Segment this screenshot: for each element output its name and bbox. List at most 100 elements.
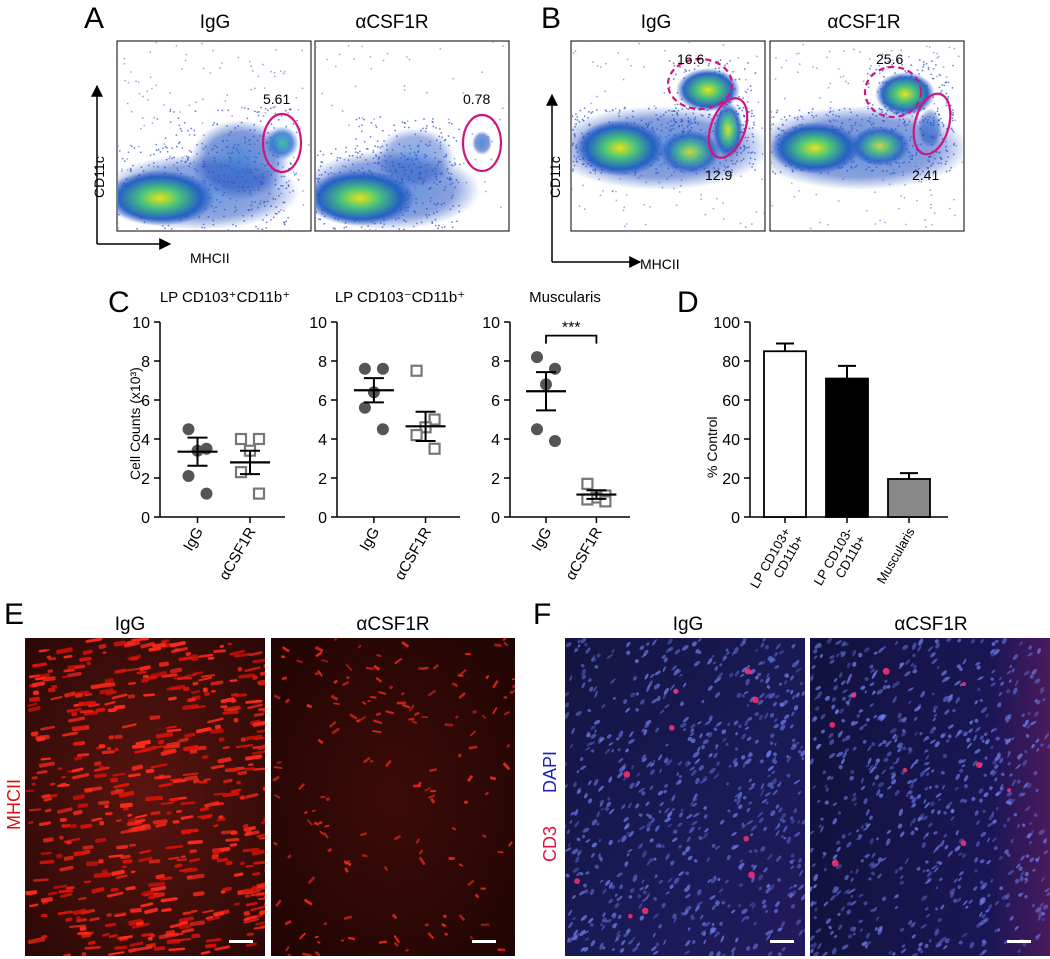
dapi-nucleus	[864, 941, 868, 945]
mhcii-cell	[211, 854, 219, 860]
dapi-nucleus	[738, 883, 743, 887]
dapi-nucleus	[842, 738, 846, 742]
dapi-nucleus	[790, 865, 794, 870]
mhcii-cell	[110, 788, 124, 796]
dapi-nucleus	[876, 689, 884, 695]
dapi-nucleus	[813, 885, 817, 889]
dapi-nucleus	[780, 719, 787, 725]
dapi-nucleus	[894, 738, 898, 743]
dapi-nucleus	[846, 891, 851, 895]
cell-event	[745, 91, 748, 94]
dapi-nucleus	[629, 692, 636, 698]
mhcii-cell	[76, 753, 90, 757]
cell-event	[283, 70, 286, 73]
mhcii-cell	[365, 666, 374, 671]
dapi-nucleus	[718, 888, 724, 893]
cell-event	[715, 197, 718, 200]
cell-event	[746, 101, 749, 103]
mhcii-cell	[321, 659, 329, 663]
mhcii-cell	[57, 910, 74, 916]
dapi-nucleus	[628, 830, 634, 838]
cell-event	[751, 112, 753, 115]
dapi-nucleus	[872, 782, 876, 786]
dapi-nucleus	[617, 772, 623, 779]
dapi-nucleus	[711, 843, 716, 848]
dapi-nucleus	[976, 922, 982, 928]
cell-event	[623, 206, 626, 209]
dapi-nucleus	[715, 931, 720, 936]
dapi-nucleus	[619, 884, 623, 890]
cell-event	[355, 118, 358, 121]
dapi-nucleus	[601, 925, 606, 931]
dapi-nucleus	[610, 678, 616, 684]
mhcii-cell	[252, 746, 260, 749]
dapi-nucleus	[571, 933, 577, 941]
dapi-nucleus	[910, 921, 916, 928]
dapi-nucleus	[678, 812, 684, 818]
cell-event	[354, 85, 357, 88]
dapi-nucleus	[775, 694, 780, 699]
dapi-nucleus	[771, 778, 777, 786]
cell-event	[898, 207, 900, 210]
dapi-nucleus	[912, 669, 918, 674]
mhcii-cell	[464, 653, 472, 656]
cell-event	[274, 105, 276, 108]
cd3-cell	[975, 761, 983, 769]
mhcii-cell	[349, 713, 358, 720]
dapi-nucleus	[628, 802, 632, 809]
mhcii-cell	[385, 710, 395, 715]
dapi-nucleus	[590, 749, 595, 753]
dapi-nucleus	[1005, 720, 1009, 723]
dapi-nucleus	[697, 638, 702, 643]
scale-bar-f-igg	[770, 940, 794, 943]
dapi-nucleus	[773, 752, 778, 757]
dapi-signal-igg	[565, 638, 805, 956]
gate-b-igg-upper-value: 16.6	[677, 51, 704, 67]
flow-plot-a-igg	[116, 40, 312, 232]
dapi-nucleus	[848, 934, 853, 939]
panel-label-f: F	[533, 598, 551, 631]
dapi-nucleus	[574, 821, 580, 828]
mhcii-cell	[155, 732, 173, 739]
dapi-nucleus	[581, 834, 586, 839]
dapi-nucleus	[771, 757, 777, 763]
dapi-nucleus	[895, 680, 900, 686]
dapi-nucleus	[992, 770, 997, 777]
cell-event	[809, 227, 812, 230]
dapi-nucleus	[864, 944, 868, 949]
dapi-nucleus	[914, 731, 918, 737]
dapi-nucleus	[733, 646, 739, 655]
dapi-nucleus	[741, 694, 745, 698]
mhcii-cell	[207, 717, 224, 724]
dapi-nucleus	[685, 760, 690, 767]
dapi-nucleus	[870, 863, 875, 869]
dapi-nucleus	[789, 816, 794, 821]
mhcii-cell	[204, 801, 220, 808]
mhcii-cell	[367, 700, 371, 703]
cell-event	[625, 194, 628, 196]
cell-event	[927, 68, 930, 71]
y-tick-label: 2	[318, 471, 327, 488]
cell-event	[451, 221, 453, 223]
dapi-nucleus	[673, 829, 678, 834]
dapi-nucleus	[1027, 711, 1031, 716]
dapi-nucleus	[766, 884, 770, 888]
cell-event	[123, 62, 126, 65]
mhcii-cell	[259, 682, 265, 686]
dapi-nucleus	[933, 713, 938, 718]
dapi-nucleus	[594, 665, 599, 669]
dapi-nucleus	[659, 768, 662, 774]
dapi-nucleus	[991, 811, 995, 817]
dapi-nucleus	[957, 885, 961, 890]
dapi-nucleus	[845, 735, 851, 741]
data-point	[234, 466, 248, 479]
cell-event	[629, 64, 632, 67]
dapi-nucleus	[958, 940, 963, 945]
cell-event	[265, 221, 268, 224]
mhcii-cell	[166, 728, 182, 733]
cell-event	[904, 223, 907, 226]
mhcii-cell	[359, 716, 366, 721]
dapi-nucleus	[565, 873, 570, 878]
dapi-nucleus	[684, 950, 691, 955]
mhcii-cell	[243, 917, 251, 922]
